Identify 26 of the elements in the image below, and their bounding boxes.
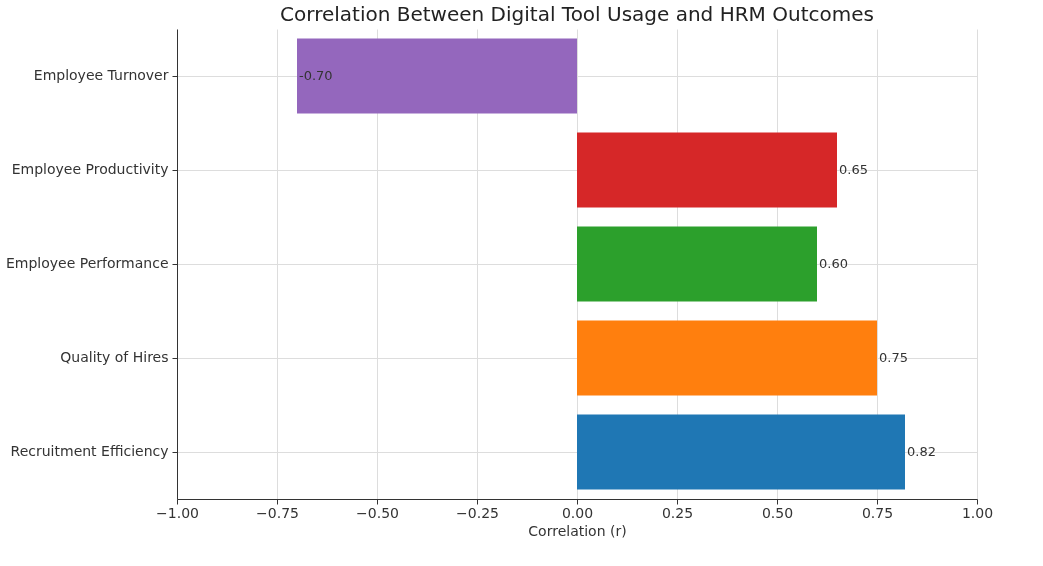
x-tick-label: 0.50 xyxy=(761,504,794,521)
data-label: 0.65 xyxy=(839,162,868,177)
x-tick-label: 0.00 xyxy=(561,504,594,521)
y-tick-label: Employee Performance xyxy=(5,255,169,271)
bar xyxy=(297,38,577,114)
data-label: 0.60 xyxy=(819,256,848,271)
x-tick-label: −0.75 xyxy=(256,504,299,521)
data-label: 0.75 xyxy=(879,350,908,365)
x-tick-label: 0.25 xyxy=(661,504,694,521)
bar xyxy=(577,320,877,396)
bar xyxy=(577,132,837,208)
data-label: -0.70 xyxy=(299,68,333,83)
x-tick-label: −1.00 xyxy=(156,504,199,521)
x-tick-label: −0.50 xyxy=(356,504,399,521)
y-tick-label: Employee Turnover xyxy=(33,67,169,83)
bar xyxy=(577,414,905,490)
y-tick-label: Employee Productivity xyxy=(11,161,169,177)
x-tick-label: 1.00 xyxy=(961,504,994,521)
y-tick-label: Recruitment Efficiency xyxy=(10,443,169,459)
bar xyxy=(577,226,817,302)
chart-title: Correlation Between Digital Tool Usage and HRM Outcomes xyxy=(280,2,874,26)
x-tick-label: −0.25 xyxy=(456,504,499,521)
x-axis-title: Correlation (r) xyxy=(528,522,627,539)
data-label: 0.82 xyxy=(907,444,936,459)
y-tick-label: Quality of Hires xyxy=(60,349,169,365)
x-tick-label: 0.75 xyxy=(861,504,894,521)
